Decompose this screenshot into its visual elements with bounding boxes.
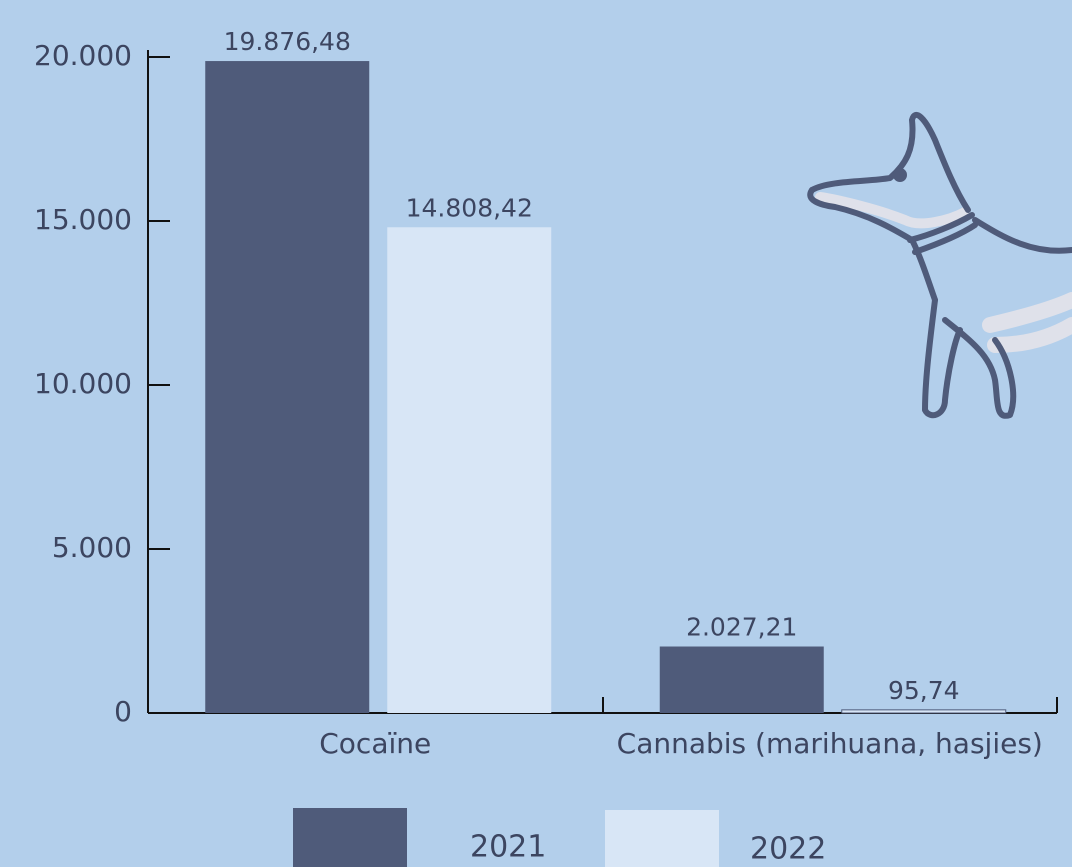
legend-label: 2021 bbox=[470, 830, 546, 865]
value-label: 95,74 bbox=[888, 676, 960, 705]
y-tick-label: 20.000 bbox=[34, 39, 132, 72]
bar bbox=[841, 709, 1007, 714]
bar bbox=[659, 646, 824, 713]
y-tick-label: 5.000 bbox=[52, 531, 132, 564]
bar bbox=[205, 61, 370, 714]
y-tick-label: 0 bbox=[114, 695, 132, 728]
x-tick-label: Cocaïne bbox=[319, 727, 431, 760]
dog-illustration bbox=[807, 111, 1072, 419]
legend-label: 2022 bbox=[750, 832, 826, 867]
value-label: 19.876,48 bbox=[224, 27, 351, 56]
legend-swatch bbox=[293, 808, 407, 867]
value-label: 2.027,21 bbox=[686, 613, 797, 642]
bar bbox=[387, 227, 552, 714]
legend-swatch bbox=[605, 810, 719, 867]
y-tick-label: 15.000 bbox=[34, 203, 132, 236]
value-label: 14.808,42 bbox=[406, 193, 533, 222]
x-tick-label: Cannabis (marihuana, hasjies) bbox=[617, 727, 1043, 760]
y-tick-label: 10.000 bbox=[34, 367, 132, 400]
